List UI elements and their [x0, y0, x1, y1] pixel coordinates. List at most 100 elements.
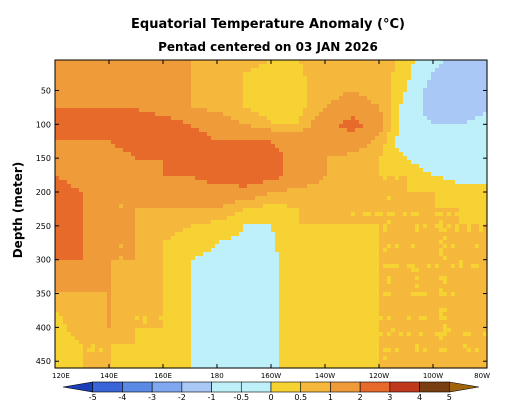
heatmap-cell [439, 84, 444, 89]
heatmap-cell [343, 108, 348, 113]
heatmap-cell [259, 128, 264, 133]
heatmap-cell [95, 152, 100, 157]
heatmap-cell [119, 68, 124, 73]
heatmap-cell [411, 108, 416, 113]
heatmap-cell [275, 96, 280, 101]
heatmap-cell [451, 104, 456, 109]
heatmap-cell [123, 188, 128, 193]
heatmap-cell [183, 188, 188, 193]
heatmap-cell [403, 212, 408, 217]
heatmap-cell [111, 132, 116, 137]
heatmap-cell [119, 124, 124, 129]
heatmap-cell [455, 176, 460, 181]
heatmap-cell [163, 64, 168, 69]
heatmap-cell [419, 176, 424, 181]
heatmap-cell [331, 192, 336, 197]
heatmap-cell [391, 212, 396, 217]
heatmap-cell [75, 240, 80, 245]
heatmap-cell [339, 232, 344, 237]
heatmap-cell [347, 208, 352, 213]
heatmap-cell [307, 84, 312, 89]
heatmap-cell [55, 84, 60, 89]
heatmap-cell [335, 172, 340, 177]
heatmap-cell [343, 220, 348, 225]
heatmap-cell [327, 180, 332, 185]
heatmap-cell [183, 208, 188, 213]
heatmap-cell [339, 176, 344, 181]
heatmap-cell [407, 180, 412, 185]
heatmap-cell [215, 68, 220, 73]
heatmap-cell [91, 212, 96, 217]
heatmap-cell [107, 128, 112, 133]
heatmap-cell [127, 124, 132, 129]
heatmap-cell [163, 180, 168, 185]
heatmap-cell [139, 80, 144, 85]
heatmap-cell [183, 72, 188, 77]
heatmap-cell [223, 216, 228, 221]
heatmap-cell [343, 144, 348, 149]
heatmap-cell [203, 64, 208, 69]
heatmap-cell [475, 64, 480, 69]
heatmap-cell [75, 208, 80, 213]
heatmap-cell [455, 208, 460, 213]
heatmap-cell [367, 184, 372, 189]
heatmap-cell [407, 72, 412, 77]
heatmap-cell [167, 224, 172, 229]
heatmap-cell [111, 148, 116, 153]
heatmap-cell [247, 108, 252, 113]
heatmap-cell [63, 156, 68, 161]
heatmap-cell [463, 148, 468, 153]
heatmap-cell [399, 240, 404, 245]
heatmap-cell [95, 68, 100, 73]
heatmap-cell [135, 232, 140, 237]
heatmap-cell [399, 200, 404, 205]
heatmap-cell [395, 228, 400, 233]
heatmap-cell [467, 120, 472, 125]
heatmap-cell [55, 144, 60, 149]
heatmap-cell [83, 100, 88, 105]
heatmap-cell [159, 180, 164, 185]
heatmap-cell [79, 152, 84, 157]
heatmap-cell [179, 168, 184, 173]
heatmap-cell [259, 160, 264, 165]
heatmap-cell [375, 204, 380, 209]
heatmap-cell [407, 176, 412, 181]
heatmap-cell [63, 80, 68, 85]
heatmap-cell [175, 200, 180, 205]
heatmap-cell [403, 164, 408, 169]
heatmap-cell [303, 112, 308, 117]
heatmap-cell [211, 64, 216, 69]
heatmap-cell [275, 164, 280, 169]
heatmap-cell [83, 204, 88, 209]
heatmap-cell [355, 220, 360, 225]
heatmap-cell [355, 104, 360, 109]
heatmap-cell [123, 60, 128, 65]
heatmap-cell [115, 100, 120, 105]
heatmap-cell [243, 76, 248, 81]
heatmap-cell [91, 224, 96, 229]
heatmap-cell [351, 60, 356, 65]
heatmap-cell [363, 172, 368, 177]
heatmap-cell [215, 140, 220, 145]
heatmap-cell [355, 204, 360, 209]
heatmap-cell [239, 176, 244, 181]
heatmap-cell [79, 132, 84, 137]
heatmap-cell [311, 124, 316, 129]
heatmap-cell [423, 224, 428, 229]
heatmap-cell [103, 80, 108, 85]
heatmap-cell [135, 168, 140, 173]
heatmap-cell [443, 200, 448, 205]
heatmap-cell [403, 100, 408, 105]
heatmap-cell [211, 92, 216, 97]
heatmap-cell [215, 236, 220, 241]
heatmap-cell [135, 80, 140, 85]
heatmap-cell [331, 68, 336, 73]
heatmap-cell [259, 80, 264, 85]
heatmap-cell [343, 184, 348, 189]
heatmap-cell [207, 184, 212, 189]
heatmap-cell [179, 84, 184, 89]
heatmap-cell [155, 208, 160, 213]
heatmap-cell [99, 96, 104, 101]
heatmap-cell [155, 228, 160, 233]
heatmap-cell [339, 212, 344, 217]
